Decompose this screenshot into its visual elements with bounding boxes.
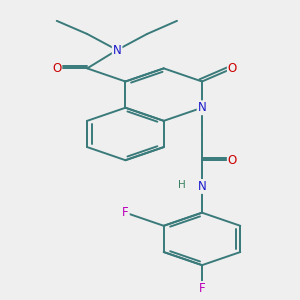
Text: N: N bbox=[198, 180, 206, 193]
Text: N: N bbox=[198, 101, 206, 114]
Text: N: N bbox=[113, 44, 122, 56]
Text: F: F bbox=[122, 206, 129, 219]
Text: O: O bbox=[52, 62, 62, 75]
Text: O: O bbox=[228, 154, 237, 167]
Text: H: H bbox=[178, 180, 185, 190]
Text: F: F bbox=[199, 282, 205, 295]
Text: O: O bbox=[228, 62, 237, 75]
